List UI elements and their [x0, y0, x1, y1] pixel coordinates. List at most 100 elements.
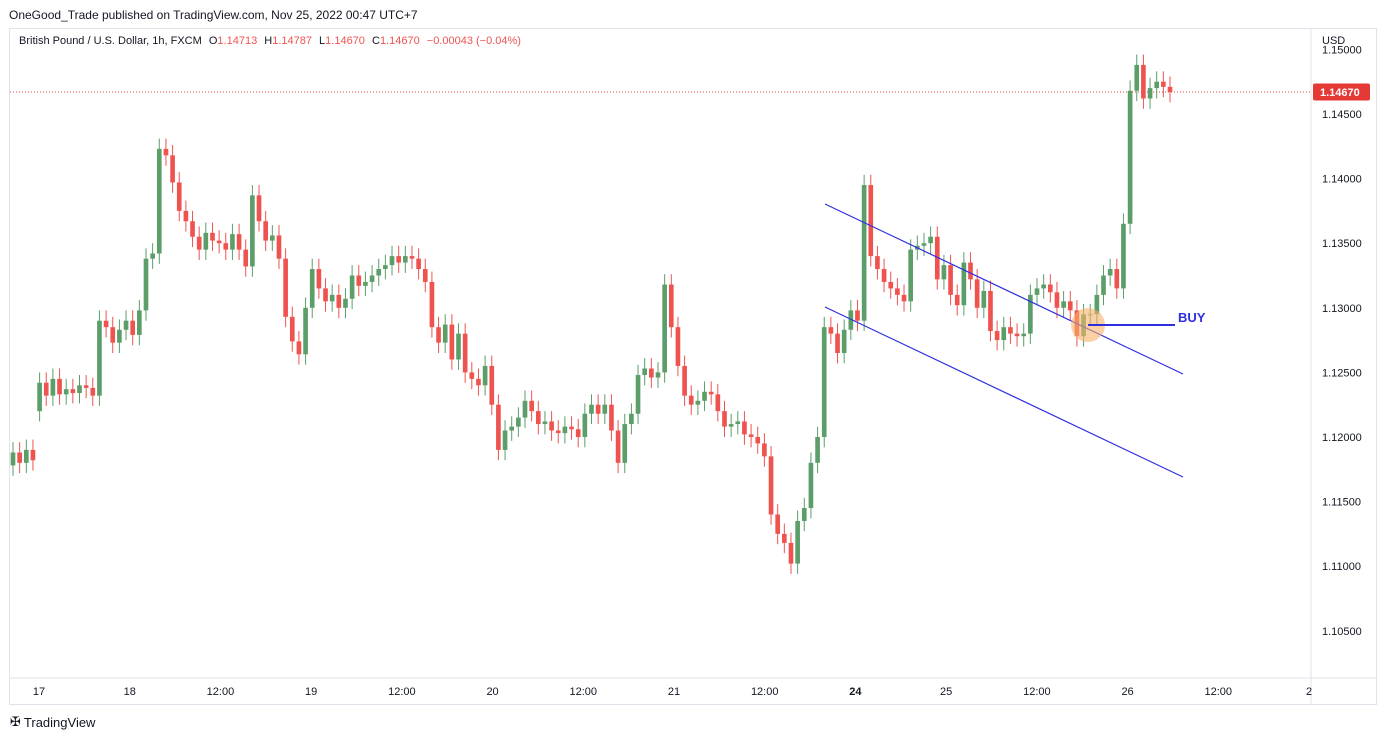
candle-body [768, 456, 774, 515]
candle-body [609, 404, 614, 431]
candle-body [1107, 269, 1113, 276]
high-value: 1.14787 [272, 35, 312, 47]
time-tick-label: 2 [1306, 686, 1312, 698]
time-tick-label: 19 [305, 686, 317, 698]
candle-body [489, 365, 495, 405]
candle-body [1134, 64, 1140, 91]
candle-body [629, 413, 634, 425]
candle-body [828, 327, 834, 334]
candle-body [176, 182, 182, 211]
candle-body [383, 265, 388, 270]
candle-body [1154, 81, 1160, 89]
footer-brand[interactable]: ✠ TradingView [10, 714, 95, 730]
candle-body [57, 378, 62, 395]
candle-body [941, 265, 947, 280]
candle-body [190, 221, 195, 237]
candle-body [702, 391, 707, 401]
open-label: O [208, 35, 218, 47]
footer-brand-label: TradingView [23, 714, 96, 730]
candle-body [363, 281, 368, 286]
candle-body [429, 281, 435, 328]
candle-body [289, 316, 295, 342]
candle-body [901, 294, 907, 302]
channel-upper-line[interactable] [824, 203, 1184, 375]
candle-body [469, 372, 475, 379]
candle-body [994, 331, 1000, 341]
candle-body [263, 221, 269, 241]
candle-body [569, 426, 574, 430]
candle-body [848, 310, 854, 330]
candle-body [30, 449, 36, 461]
candle-body [575, 429, 581, 437]
price-tick-label: 1.14000 [1322, 174, 1362, 186]
candle-body [90, 387, 96, 396]
candle-body [1101, 275, 1106, 295]
candle-body [476, 378, 481, 386]
candle-body [821, 327, 827, 437]
candle-body [63, 389, 69, 395]
candle-body [17, 452, 22, 463]
candle-body [1127, 90, 1133, 224]
candle-body [755, 436, 761, 444]
candle-body [562, 426, 568, 434]
candle-body [522, 400, 528, 418]
candle-body [1054, 292, 1060, 308]
candle-body [422, 269, 428, 282]
low-value: 1.14670 [325, 35, 365, 47]
candle-body [296, 341, 302, 355]
candle-body [881, 269, 887, 282]
candle-body [1014, 333, 1020, 337]
candle-body [482, 365, 488, 386]
candle-body [150, 253, 155, 259]
candle-body [123, 320, 129, 330]
candle-body [795, 520, 800, 564]
candle-body [309, 269, 315, 308]
candle-body [675, 327, 681, 366]
candle-body [323, 288, 328, 302]
candle-body [595, 404, 601, 414]
candle-body [210, 232, 215, 241]
candle-body [655, 372, 661, 378]
candle-body [888, 281, 894, 289]
candle-body [682, 365, 687, 396]
channel-lower-line[interactable] [824, 306, 1184, 478]
candle-body [183, 210, 189, 222]
candle-body [283, 258, 288, 317]
price-tick-label: 1.11000 [1322, 561, 1361, 573]
candle-body [948, 265, 953, 295]
candle-body [615, 430, 621, 463]
published-line: OneGood_Trade published on TradingView.c… [9, 8, 418, 22]
candle-body [735, 421, 741, 425]
last-price-value: 1.14670 [1320, 87, 1360, 99]
low-label: L [319, 35, 326, 47]
candle-body [1161, 81, 1166, 87]
candle-body [270, 235, 275, 241]
candle-body [921, 243, 927, 246]
symbol-title[interactable]: British Pound / U.S. Dollar, 1h, FXCM [19, 35, 202, 47]
candle-body [442, 324, 448, 343]
candle-body [589, 404, 594, 414]
candle-body [223, 243, 229, 250]
candle-body [1121, 223, 1126, 289]
candle-body [535, 411, 541, 425]
last-price-badge: 1.14670 [1313, 83, 1370, 101]
candle-body [715, 394, 721, 412]
time-axis[interactable]: 17 18 12:00 19 12:00 20 12:00 21 12:00 24 25 12:00 2… [33, 686, 1312, 698]
candle-body [1001, 327, 1007, 341]
price-axis[interactable]: 1.15000 1.14500 1.14000 1.13500 1.13000 1.125… [1322, 44, 1362, 637]
candle-body [954, 294, 960, 306]
price-tick-label: 1.13500 [1322, 238, 1362, 250]
candle-body [728, 424, 734, 427]
candle-body [855, 310, 860, 321]
price-tick-label: 1.15000 [1322, 44, 1362, 56]
candle-body [303, 307, 308, 355]
candle-body [10, 452, 16, 466]
candle-body [70, 389, 76, 394]
candle-body [83, 385, 89, 388]
candle-body [243, 249, 249, 267]
candle-body [43, 382, 49, 396]
candle-body [908, 249, 913, 302]
tradingview-logo-icon: ✠ [10, 714, 21, 729]
time-tick-label: 12:00 [207, 686, 235, 698]
